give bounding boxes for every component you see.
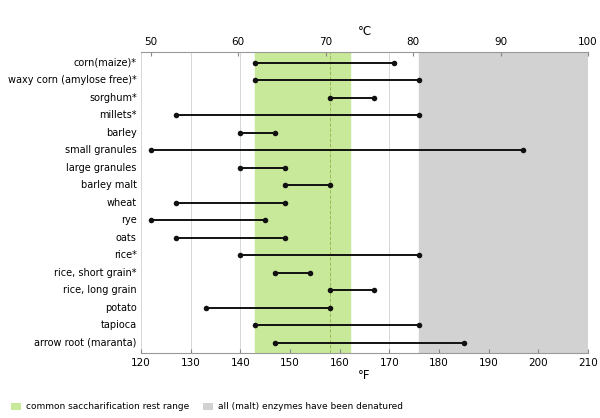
Bar	[419, 52, 598, 353]
X-axis label: °C: °C	[358, 25, 371, 38]
Legend: common saccharification rest range, all (malt) enzymes have been denatured: common saccharification rest range, all …	[11, 403, 403, 411]
Bar	[255, 52, 350, 353]
X-axis label: °F: °F	[358, 370, 371, 382]
